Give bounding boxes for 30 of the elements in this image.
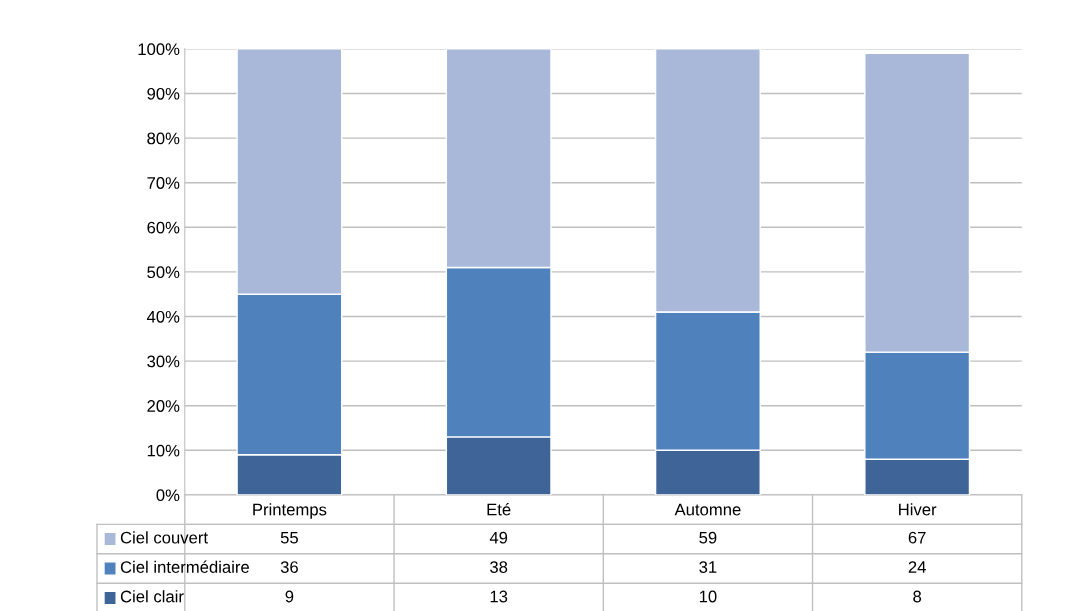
y-tick-label: 30%	[147, 355, 180, 368]
data-label: 59	[699, 531, 717, 544]
y-tick-label: 60%	[147, 221, 180, 234]
y-tick-label: 0%	[156, 489, 180, 502]
y-tick-label: 90%	[147, 87, 180, 100]
x-tick-label: Printemps	[253, 503, 327, 519]
y-tick-label: 50%	[147, 266, 180, 279]
y-tick-label: 80%	[147, 132, 180, 145]
data-label: 38	[490, 561, 508, 573]
data-label: 8	[913, 590, 922, 603]
data-label: 31	[699, 561, 717, 573]
data-label: 13	[490, 590, 508, 603]
x-tick-label: Eté	[487, 503, 511, 516]
x-tick-label: Automne	[674, 503, 741, 516]
data-label: 9	[285, 590, 294, 603]
legend-label: Ciel clair	[120, 590, 184, 603]
y-tick-label: 10%	[147, 444, 180, 457]
legend-label: Ciel couvert	[120, 531, 208, 544]
y-tick-label: 70%	[147, 177, 180, 189]
data-label: 10	[699, 590, 717, 603]
data-label: 36	[280, 561, 298, 573]
y-tick-label: 20%	[147, 400, 180, 412]
data-label: 67	[908, 531, 926, 544]
data-label: 49	[489, 531, 508, 544]
data-label: 24	[908, 561, 926, 573]
data-label: 55	[280, 531, 298, 544]
legend-label: Ciel intermédiaire	[120, 560, 249, 573]
y-tick-label: 100%	[138, 43, 180, 56]
x-tick-label: Hiver	[899, 503, 937, 516]
y-tick-label: 40%	[146, 310, 180, 323]
